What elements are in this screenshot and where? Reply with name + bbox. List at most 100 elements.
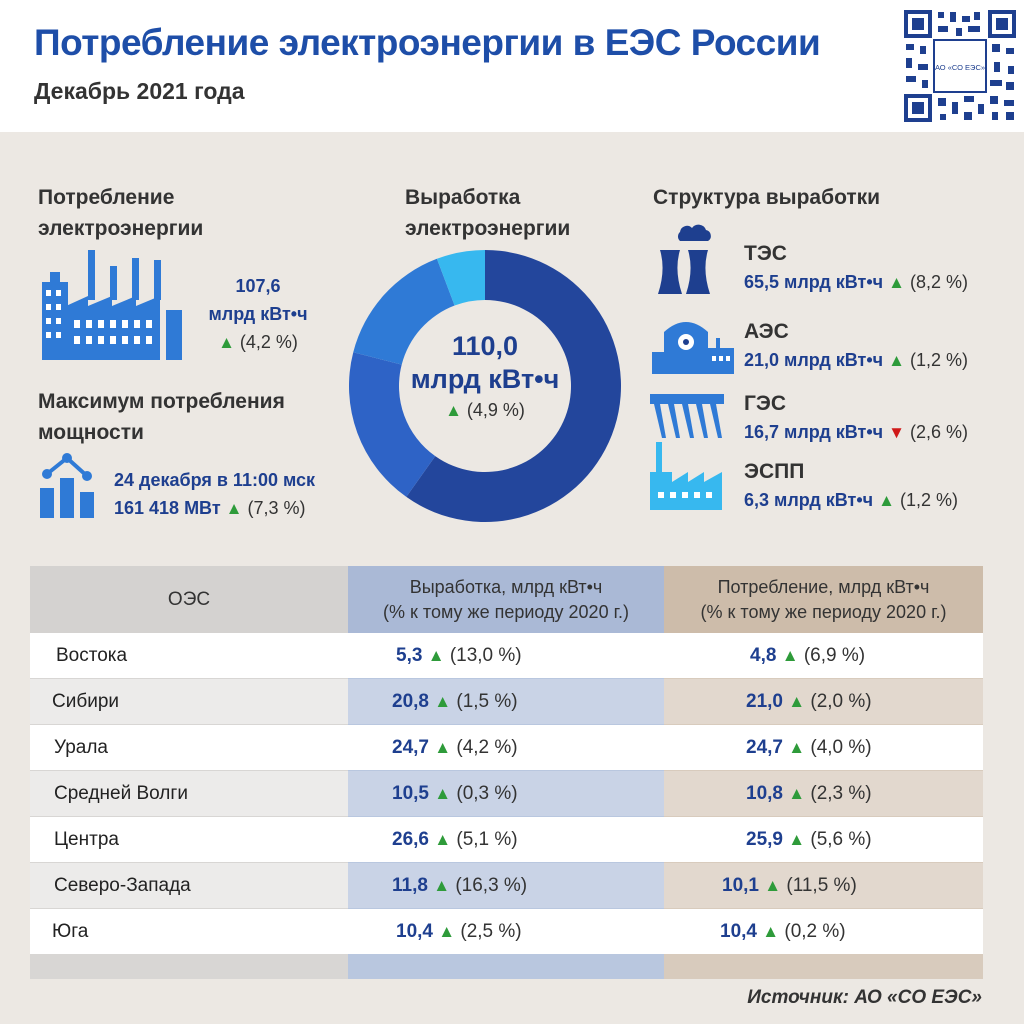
industrial-plant-icon (650, 442, 722, 510)
triangle-up-icon: ▲ (762, 921, 780, 941)
table-row: Востока 5,3 ▲ (13,0 %) 4,8 ▲ (6,9 %) (30, 633, 983, 678)
row-gen-pct: (1,5 %) (456, 690, 518, 712)
hydro-plant-icon (650, 394, 724, 438)
table-row: Урала 24,7 ▲ (4,2 %) 24,7 ▲ (4,0 %) (30, 725, 983, 770)
triangle-up-icon: ▲ (788, 783, 806, 803)
structure-value-espp: 6,3 млрд кВт•ч ▲ (1,2 %) (744, 490, 958, 510)
row-name: Центра (54, 828, 119, 850)
triangle-up-icon: ▲ (788, 691, 806, 711)
triangle-up-icon: ▲ (888, 273, 905, 292)
header: Потребление электроэнергии в ЕЭС России … (0, 0, 1024, 132)
structure-value-aes: 21,0 млрд кВт•ч ▲ (1,2 %) (744, 350, 968, 370)
generation-heading: Выработка электроэнергии (405, 186, 571, 240)
donut-slice-1 (406, 250, 621, 522)
table-header-generation: Выработка, млрд кВт•ч (% к тому же период… (348, 566, 664, 633)
structure-heading: Структура выработки (653, 186, 881, 209)
row-con-pct: (11,5 %) (786, 874, 857, 896)
triangle-up-icon: ▲ (434, 783, 452, 803)
donut-slice-2 (349, 352, 436, 497)
row-gen-pct: (0,3 %) (456, 782, 518, 804)
triangle-up-icon: ▲ (878, 491, 895, 510)
max-load-time: 24 декабря в 11:00 мск (114, 470, 316, 490)
triangle-up-icon: ▲ (433, 875, 451, 895)
thermal-plant-icon (658, 224, 711, 294)
triangle-up-icon: ▲ (888, 351, 905, 370)
table-row: Северо-Запада 11,8 ▲ (16,3 %) 10,1 ▲ (11… (30, 863, 983, 908)
triangle-up-icon: ▲ (218, 333, 235, 352)
row-name: Северо-Запада (54, 874, 191, 896)
factory-icon (42, 250, 182, 360)
row-con-pct: (2,0 %) (810, 690, 872, 712)
triangle-up-icon: ▲ (434, 691, 452, 711)
max-load-value: 161 418 МВт (114, 498, 221, 518)
structure-name-tes: ТЭС (744, 242, 787, 265)
table-row: Сибири 20,8 ▲ (1,5 %) 21,0 ▲ (2,0 %) (30, 679, 983, 724)
table-row: Средней Волги 10,5 ▲ (0,3 %) 10,8 ▲ (2,3… (30, 771, 983, 816)
row-con: 10,4 (720, 920, 757, 942)
oes-table: ОЭС Выработка, млрд кВт•ч (% к тому же пе… (30, 566, 983, 979)
generation-unit: млрд кВт•ч (410, 364, 560, 394)
nuclear-plant-icon (652, 322, 734, 374)
max-load-change: (7,3 %) (247, 498, 306, 518)
row-gen: 11,8 (392, 874, 428, 896)
row-name: Юга (52, 920, 89, 942)
row-con: 10,8 (746, 782, 783, 804)
bar-chart-icon (40, 453, 94, 518)
generation-total: 110,0 (451, 331, 519, 361)
row-name: Востока (56, 644, 128, 666)
triangle-up-icon: ▲ (434, 829, 452, 849)
row-gen-pct: (2,5 %) (460, 920, 522, 942)
triangle-up-icon: ▲ (225, 499, 243, 518)
max-load-value-block: 24 декабря в 11:00 мск 161 418 МВт ▲ (7,… (114, 466, 315, 523)
row-con: 21,0 (746, 690, 783, 712)
triangle-up-icon: ▲ (781, 645, 799, 665)
structure-value-tes: 65,5 млрд кВт•ч ▲ (8,2 %) (744, 272, 968, 292)
consumption-value: 107,6 (235, 276, 281, 296)
row-gen: 10,4 (396, 920, 433, 942)
structure-name-ges: ГЭС (744, 392, 787, 415)
table-row: Юга 10,4 ▲ (2,5 %) 10,4 ▲ (0,2 %) (30, 909, 983, 954)
row-name: Средней Волги (54, 782, 188, 804)
table-header-consumption: Потребление, млрд кВт•ч (% к тому же пери… (664, 566, 983, 633)
triangle-up-icon: ▲ (788, 737, 806, 757)
triangle-up-icon: ▲ (764, 875, 782, 895)
row-gen: 20,8 (392, 690, 429, 712)
consumption-value-block: 107,6 млрд кВт•ч ▲ (4,2 %) (198, 272, 318, 357)
row-con-pct: (0,2 %) (784, 920, 846, 942)
row-con: 25,9 (746, 828, 783, 850)
row-con-pct: (2,3 %) (810, 782, 872, 804)
triangle-down-icon: ▼ (888, 423, 905, 442)
row-gen-pct: (13,0 %) (449, 644, 522, 666)
row-name: Сибири (52, 690, 120, 712)
row-con-pct: (6,9 %) (803, 644, 866, 666)
row-con: 24,7 (746, 736, 783, 758)
source-note: Источник: АО «СО ЕЭС» (747, 987, 982, 1008)
structure-name-aes: АЭС (744, 320, 789, 343)
table-header-oes: ОЭС (30, 566, 348, 633)
generation-donut-chart (349, 250, 621, 522)
triangle-up-icon: ▲ (434, 737, 452, 757)
triangle-up-icon: ▲ (438, 921, 456, 941)
row-gen: 10,5 (392, 782, 429, 804)
row-con: 10,1 (722, 874, 759, 896)
max-load-heading: Максимум потребления мощности (38, 390, 285, 444)
structure-value-ges: 16,7 млрд кВт•ч ▼ (2,6 %) (744, 422, 968, 442)
row-gen: 5,3 (396, 644, 423, 666)
donut-slice-3 (353, 258, 455, 365)
consumption-change: (4,2 %) (239, 332, 298, 352)
triangle-up-icon: ▲ (427, 645, 445, 665)
triangle-up-icon: ▲ (445, 401, 462, 420)
page-title: Потребление электроэнергии в ЕЭС России (34, 22, 821, 63)
row-gen: 26,6 (392, 828, 429, 850)
structure-name-espp: ЭСПП (744, 460, 805, 483)
qr-code[interactable]: АО «СО ЕЭС» (902, 8, 1018, 124)
row-gen-pct: (4,2 %) (456, 736, 518, 758)
row-con-pct: (5,6 %) (810, 828, 872, 850)
consumption-heading: Потребление электроэнергии (38, 186, 204, 240)
row-gen: 24,7 (392, 736, 429, 758)
row-name: Урала (54, 736, 109, 758)
page-subtitle: Декабрь 2021 года (34, 78, 245, 104)
row-gen-pct: (5,1 %) (456, 828, 518, 850)
table-row: Центра 26,6 ▲ (5,1 %) 25,9 ▲ (5,6 %) (30, 817, 983, 862)
